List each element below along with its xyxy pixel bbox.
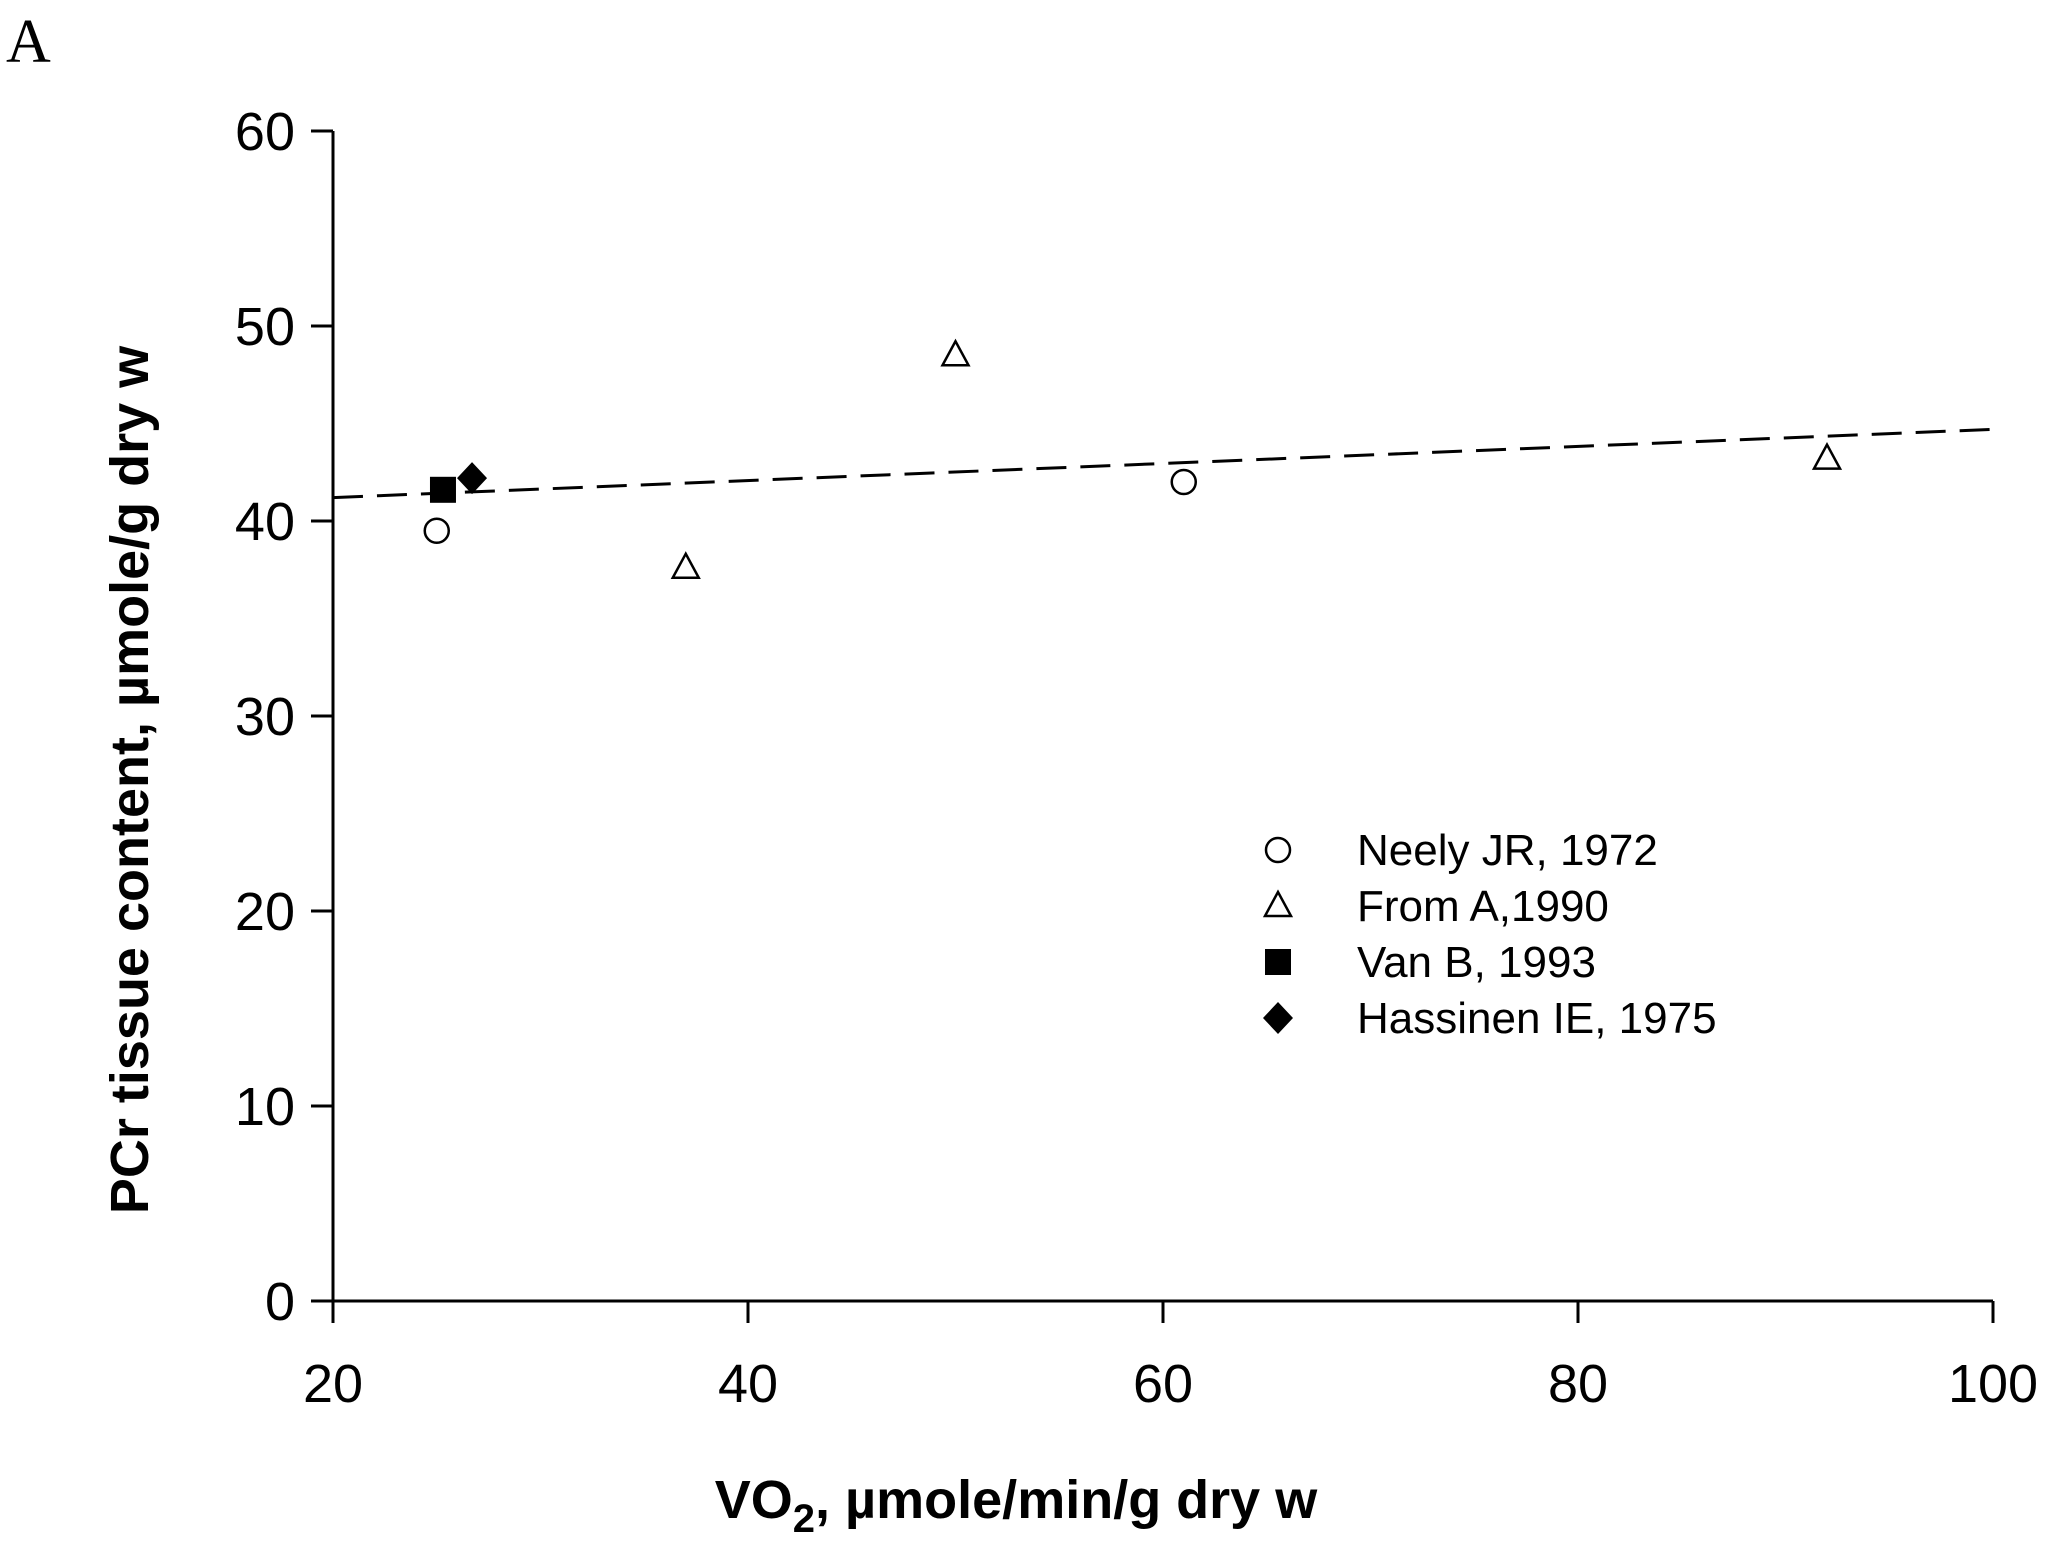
x-axis-title-rest: , µmole/min/g dry w (815, 1470, 1318, 1530)
legend-marker-triangle-open (1262, 889, 1294, 918)
x-axis-title-main: VO (715, 1470, 793, 1530)
x-tick-label: 80 (1548, 1354, 1608, 1414)
y-tick-label: 40 (235, 492, 295, 552)
legend-marker-circle-open (1264, 836, 1292, 864)
legend-label: From A,1990 (1357, 882, 1609, 931)
data-point-triangle-open (1811, 441, 1843, 470)
data-point-circle-open (1170, 468, 1197, 496)
data-point-square-filled (429, 476, 456, 503)
trendline (332, 427, 1994, 500)
y-tick-label: 20 (235, 882, 295, 942)
x-tick-label: 40 (718, 1354, 778, 1414)
y-tick-label: 50 (235, 297, 295, 357)
legend-label: Hassinen IE, 1975 (1357, 994, 1717, 1043)
x-axis-title-subscript: 2 (793, 1497, 815, 1541)
y-axis-title: PCr tissue content, µmole/g dry w (100, 345, 160, 1214)
data-point-triangle-open (670, 551, 701, 580)
data-point-diamond-filled (457, 462, 488, 495)
y-tick-label: 0 (265, 1272, 295, 1332)
y-tick-label: 10 (235, 1077, 295, 1137)
trendline-group (332, 427, 1994, 500)
y-tick-label: 60 (235, 102, 295, 162)
legend: Neely JR, 1972 From A,1990 Van B, 1993 Hass… (1262, 826, 1717, 1043)
legend-marker-diamond-filled (1263, 1002, 1293, 1034)
legend-marker-square-filled (1265, 949, 1291, 975)
panel-label: A (6, 8, 51, 76)
data-point-circle-open (423, 517, 450, 544)
y-tick-label: 30 (235, 687, 295, 747)
x-tick-label: 100 (1948, 1354, 2038, 1414)
legend-label: Van B, 1993 (1357, 938, 1596, 987)
data-point-triangle-open (940, 338, 971, 367)
legend-label: Neely JR, 1972 (1357, 826, 1658, 875)
axes: 0 10 20 30 40 50 60 20 40 60 80 100 (235, 102, 2038, 1414)
x-tick-label: 60 (1133, 1354, 1193, 1414)
data-points (423, 338, 1843, 580)
x-axis-title: VO2, µmole/min/g dry w (715, 1470, 1318, 1541)
x-tick-label: 20 (303, 1354, 363, 1414)
